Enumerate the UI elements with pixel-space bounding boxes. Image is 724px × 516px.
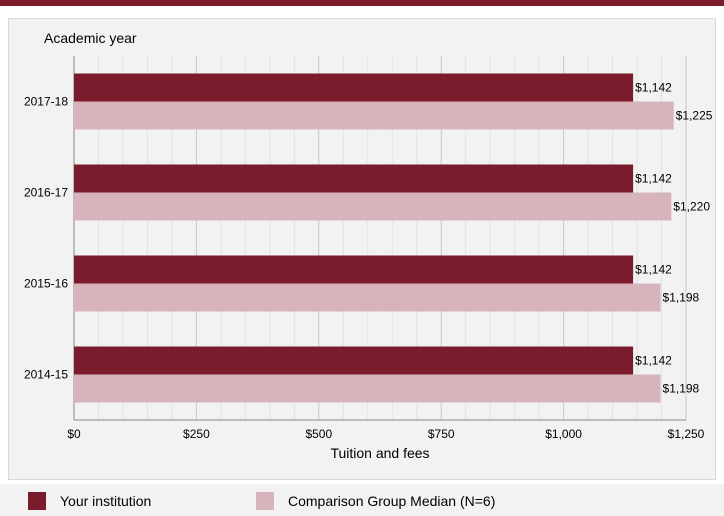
category-tick-label: 2015-16 <box>24 277 68 291</box>
legend-swatch-your-institution <box>28 492 46 510</box>
x-axis-title: Tuition and fees <box>330 445 429 461</box>
bar-value-label: $1,142 <box>635 81 672 95</box>
legend: Your institution Comparison Group Median… <box>0 484 724 516</box>
legend-swatch-comparison-median <box>256 492 274 510</box>
bar-value-label: $1,220 <box>673 200 710 214</box>
bar-value-label: $1,142 <box>635 354 672 368</box>
x-tick-label: $750 <box>428 427 455 441</box>
bar-value-label: $1,142 <box>635 172 672 186</box>
bar-comparison-median-2014-15 <box>74 374 661 403</box>
bar-your-institution-2015-16 <box>74 255 634 284</box>
legend-label-your-institution: Your institution <box>60 493 152 509</box>
bar-your-institution-2016-17 <box>74 164 634 193</box>
x-tick-label: $1,250 <box>668 427 705 441</box>
x-tick-label: $0 <box>67 427 81 441</box>
category-tick-label: 2016-17 <box>24 186 68 200</box>
legend-item-comparison-median: Comparison Group Median (N=6) <box>256 492 495 510</box>
legend-label-comparison-median: Comparison Group Median (N=6) <box>288 493 496 509</box>
x-tick-label: $250 <box>183 427 210 441</box>
bar-value-label: $1,142 <box>635 263 672 277</box>
bar-your-institution-2017-18 <box>74 73 634 102</box>
bar-value-label: $1,225 <box>676 109 713 123</box>
bar-your-institution-2014-15 <box>74 346 634 375</box>
category-tick-label: 2017-18 <box>24 95 68 109</box>
bar-value-label: $1,198 <box>663 382 700 396</box>
x-tick-label: $500 <box>305 427 332 441</box>
category-tick-label: 2014-15 <box>24 368 68 382</box>
legend-item-your-institution: Your institution <box>28 492 151 510</box>
bar-comparison-median-2015-16 <box>74 283 661 312</box>
category-axis-title: Academic year <box>44 30 137 46</box>
x-tick-label: $1,000 <box>545 427 582 441</box>
bar-value-label: $1,198 <box>663 291 700 305</box>
top-accent-bar <box>0 0 724 6</box>
bar-comparison-median-2017-18 <box>74 101 674 130</box>
bar-comparison-median-2016-17 <box>74 192 672 221</box>
